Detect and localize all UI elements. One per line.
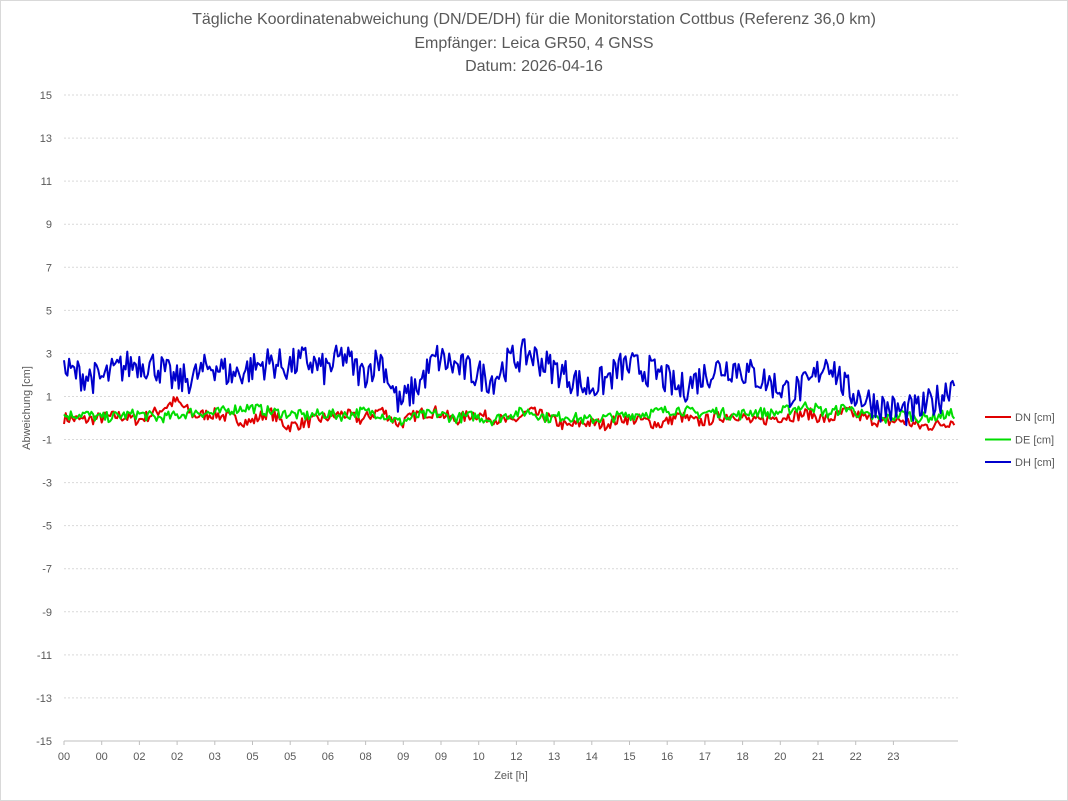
x-tick-label: 17 bbox=[699, 751, 711, 763]
chart-subtitle: Empfänger: Leica GR50, 4 GNSS bbox=[414, 35, 654, 52]
x-tick-label: 12 bbox=[510, 751, 522, 763]
x-tick-label: 09 bbox=[397, 751, 409, 763]
y-tick-label: 11 bbox=[41, 176, 52, 188]
x-tick-label: 10 bbox=[473, 751, 485, 763]
x-tick-label: 16 bbox=[661, 751, 673, 763]
legend-label-dh: DH [cm] bbox=[1015, 457, 1055, 469]
series-line-dh bbox=[63, 338, 956, 427]
y-tick-label: -5 bbox=[42, 521, 52, 533]
x-tick-label: 23 bbox=[887, 751, 899, 763]
x-tick-label: 05 bbox=[246, 751, 258, 763]
y-tick-label: -11 bbox=[37, 650, 52, 662]
y-tick-label: 13 bbox=[40, 133, 52, 145]
x-tick-label: 00 bbox=[96, 751, 108, 763]
legend-label-de: DE [cm] bbox=[1015, 435, 1054, 447]
y-tick-label: 5 bbox=[46, 305, 52, 317]
y-tick-label: 1 bbox=[46, 391, 52, 403]
x-tick-label: 13 bbox=[548, 751, 560, 763]
y-tick-label: -7 bbox=[42, 564, 52, 576]
x-tick-label: 06 bbox=[322, 751, 334, 763]
x-tick-label: 09 bbox=[435, 751, 447, 763]
x-tick-labels: 00 00 02 02 03 05 05 06 08 09 09 10 12 13 14 15 16 17 18 20… bbox=[58, 741, 900, 763]
x-tick-label: 14 bbox=[586, 751, 598, 763]
x-tick-label: 03 bbox=[209, 751, 221, 763]
x-tick-label: 15 bbox=[623, 751, 635, 763]
chart-date: Datum: 2026-04-16 bbox=[465, 58, 603, 75]
legend-label-dn: DN [cm] bbox=[1015, 412, 1055, 424]
x-tick-label: 18 bbox=[736, 751, 748, 763]
x-tick-label: 21 bbox=[812, 751, 824, 763]
y-tick-label: 15 bbox=[40, 90, 52, 102]
x-tick-label: 08 bbox=[359, 751, 371, 763]
chart-title: Tägliche Koordinatenabweichung (DN/DE/DH… bbox=[192, 11, 876, 28]
y-tick-label: -9 bbox=[42, 607, 52, 619]
x-tick-label: 02 bbox=[171, 751, 183, 763]
legend: DN [cm] DE [cm] DH [cm] bbox=[985, 412, 1055, 469]
y-tick-label: -3 bbox=[42, 478, 52, 490]
series-lines bbox=[63, 338, 956, 433]
series-line-de bbox=[63, 401, 956, 427]
x-axis-label: Zeit [h] bbox=[494, 770, 528, 782]
x-tick-label: 20 bbox=[774, 751, 786, 763]
y-tick-label: 7 bbox=[46, 262, 52, 274]
series-line-dn bbox=[63, 396, 956, 433]
y-tick-labels: 15 13 11 9 7 5 3 1 -1 -3 -5 -7 -9 -11 -13 -15 bbox=[36, 90, 52, 748]
x-tick-label: 02 bbox=[133, 751, 145, 763]
x-tick-label: 05 bbox=[284, 751, 296, 763]
y-tick-label: -13 bbox=[36, 693, 52, 705]
y-tick-label: 3 bbox=[46, 348, 52, 360]
x-tick-label: 00 bbox=[58, 751, 70, 763]
y-tick-label: -15 bbox=[36, 736, 52, 748]
y-axis-label: Abweichung [cm] bbox=[21, 366, 33, 450]
y-tick-label: -1 bbox=[42, 435, 52, 447]
y-tick-label: 9 bbox=[46, 219, 52, 231]
x-tick-label: 22 bbox=[850, 751, 862, 763]
